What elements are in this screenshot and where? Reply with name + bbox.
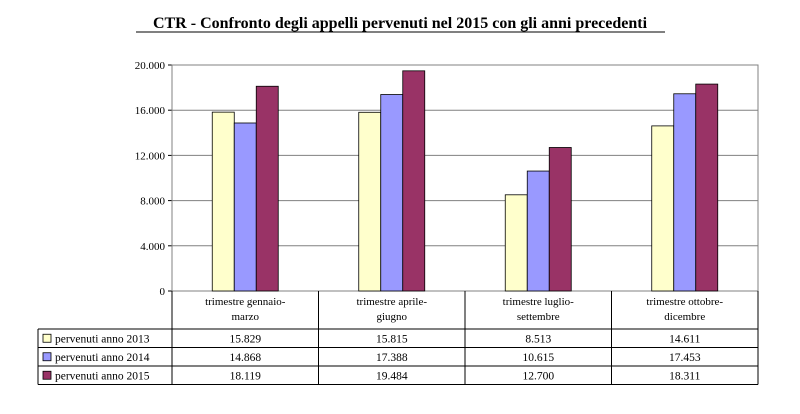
data-label: 19.484 <box>376 370 408 382</box>
bar <box>548 147 572 292</box>
legend-key <box>42 333 52 343</box>
data-label: 14.868 <box>229 352 261 364</box>
category-label: trimestre luglio- <box>503 296 575 308</box>
bar <box>504 194 528 292</box>
category-label: settembre <box>517 311 560 323</box>
bar <box>673 93 697 292</box>
legend-label: pervenuti anno 2014 <box>55 352 150 364</box>
legend-label: pervenuti anno 2015 <box>55 370 150 382</box>
chart-title: CTR - Confronto degli appelli pervenuti … <box>153 15 648 32</box>
bar <box>402 70 426 292</box>
data-label: 18.119 <box>230 370 261 382</box>
category-label: trimestre ottobre- <box>646 296 723 308</box>
data-label: 10.615 <box>522 352 554 364</box>
category-label: marzo <box>232 311 260 323</box>
data-label: 17.453 <box>669 352 701 364</box>
y-tick-label: 20.000 <box>135 60 166 72</box>
category-label: dicembre <box>664 311 705 323</box>
bar <box>380 94 404 292</box>
data-label: 15.829 <box>229 333 261 345</box>
bar <box>233 122 257 292</box>
category-label: trimestre aprile- <box>356 296 427 308</box>
category-label: trimestre gennaio- <box>205 296 286 308</box>
data-label: 14.611 <box>669 333 700 345</box>
bar <box>695 83 719 292</box>
data-label: 15.815 <box>376 333 408 345</box>
data-label: 12.700 <box>522 370 554 382</box>
bar <box>526 170 550 292</box>
y-tick-label: 4.000 <box>140 241 165 253</box>
data-label: 8.513 <box>525 333 551 345</box>
bar <box>651 125 675 292</box>
y-tick-label: 0 <box>160 286 166 298</box>
bar <box>255 85 279 292</box>
category-label: giugno <box>376 311 407 323</box>
data-label: 17.388 <box>376 352 408 364</box>
y-tick-label: 16.000 <box>135 105 166 117</box>
bar <box>211 111 235 292</box>
legend-key <box>42 352 52 362</box>
y-tick-label: 8.000 <box>140 196 165 208</box>
legend-key <box>42 370 52 380</box>
data-label: 18.311 <box>669 370 700 382</box>
bar <box>358 111 382 292</box>
y-tick-label: 12.000 <box>135 150 166 162</box>
legend-label: pervenuti anno 2013 <box>55 333 150 345</box>
